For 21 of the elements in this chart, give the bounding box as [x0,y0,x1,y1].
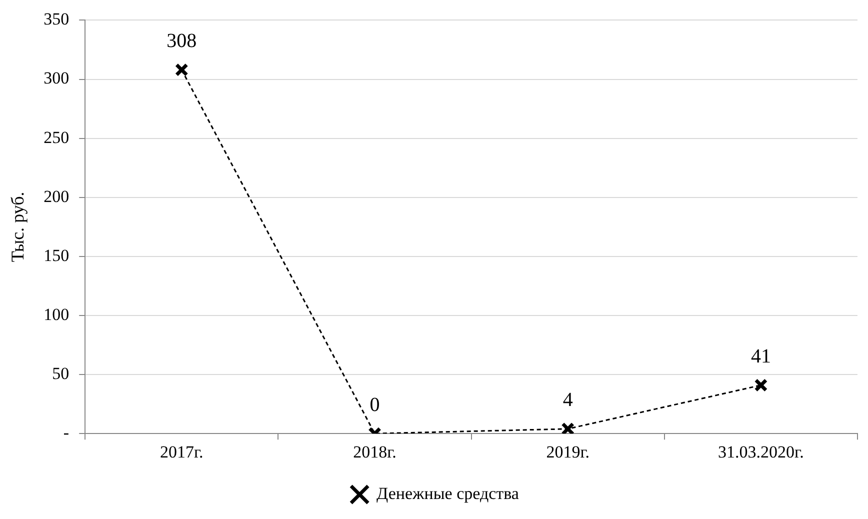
x-tick-label: 2019г. [546,442,590,462]
y-axis-title: Тыс. руб. [8,192,28,262]
data-label: 4 [562,389,573,412]
y-tick-label: 50 [52,364,70,384]
y-tick-label: 200 [44,186,70,206]
data-label: 308 [166,30,197,52]
x-tick-label: 2018г. [353,442,396,462]
data-label: 41 [750,345,771,368]
x-tick-label: 31.03.2020г. [718,442,804,462]
y-tick-label: 350 [44,10,70,29]
y-tick-label: 100 [44,304,70,324]
point [754,378,768,392]
legend-label: Денежные средства [376,484,520,503]
data-label: 0 [370,394,380,416]
y-tick-label: - [63,423,70,442]
x-tick-label: 2017г. [160,442,204,462]
y-tick-label: 250 [44,128,70,147]
point [174,63,188,77]
y-tick-label: 150 [44,246,70,265]
point [561,422,575,434]
y-tick-label: 300 [44,68,70,88]
